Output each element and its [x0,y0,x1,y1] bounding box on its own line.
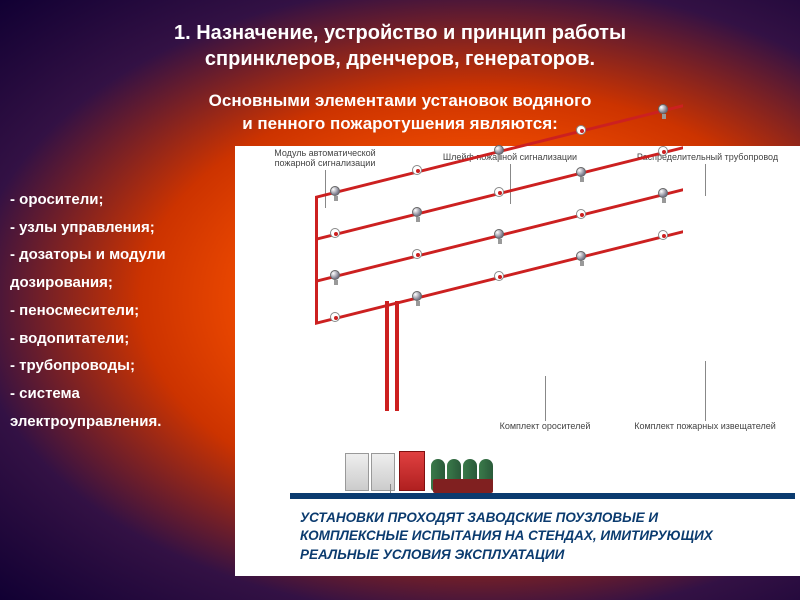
leader-line [545,376,546,421]
list-item: - узлы управления; [10,214,220,242]
sprinkler-icon [412,291,422,301]
list-item: - система [10,380,220,408]
riser-pipe [395,301,399,411]
list-item: - пеносмесители; [10,297,220,325]
diagram-label-detectors: Комплект пожарных извещателей [625,421,785,431]
list-item: электроуправления. [10,408,220,436]
detector-icon [412,165,422,175]
list-item: - водопитатели; [10,325,220,353]
bottom-caption: УСТАНОВКИ ПРОХОДЯТ ЗАВОДСКИЕ ПОУЗЛОВЫЕ И… [290,493,795,574]
detector-icon [658,230,668,240]
sprinkler-icon [330,270,340,280]
sprinkler-icon [412,207,422,217]
detector-icon [494,187,504,197]
detector-icon [576,125,586,135]
detector-icon [576,209,586,219]
slide-subtitle: Основными элементами установок водяного … [0,82,800,146]
sprinkler-icon [576,251,586,261]
sprinkler-icon [658,188,668,198]
diagram-label-sprinklers: Комплект оросителей [485,421,605,431]
sprinkler-icon [576,167,586,177]
detector-icon [494,271,504,281]
slide: 1. Назначение, устройство и принцип рабо… [0,0,800,600]
diagram-label-module: Модуль автоматической пожарной сигнализа… [265,148,385,168]
sprinkler-icon [330,186,340,196]
pump-room [345,401,515,491]
red-cabinet-icon [399,451,425,491]
elements-list: - оросители; - узлы управления; - дозато… [10,186,220,436]
detector-icon [412,249,422,259]
content-area: - оросители; - узлы управления; - дозато… [0,146,800,596]
pipe-manifold [315,196,318,322]
sprinkler-icon [494,145,504,155]
list-item: дозирования; [10,269,220,297]
subtitle-line1: Основными элементами установок водяного [209,91,592,110]
slide-title: 1. Назначение, устройство и принцип рабо… [0,0,800,82]
caption-line: КОМПЛЕКСНЫЕ ИСПЫТАНИЯ НА СТЕНДАХ, ИМИТИР… [300,528,713,543]
list-item: - трубопроводы; [10,352,220,380]
sprinkler-icon [494,229,504,239]
list-item: - дозаторы и модули [10,241,220,269]
list-item: - оросители; [10,186,220,214]
pump-base-icon [433,479,493,493]
detector-icon [330,228,340,238]
detector-icon [330,312,340,322]
diagram-inner: Модуль автоматической пожарной сигнализа… [235,146,800,576]
cabinet-icon [371,453,395,491]
title-line1: 1. Назначение, устройство и принцип рабо… [174,22,626,44]
subtitle-line2: и пенного пожаротушения являются: [242,114,558,133]
caption-line: УСТАНОВКИ ПРОХОДЯТ ЗАВОДСКИЕ ПОУЗЛОВЫЕ И [300,510,658,525]
cabinet-icon [345,453,369,491]
title-line2: спринклеров, дренчеров, генераторов. [205,48,595,70]
riser-pipe [385,301,389,411]
caption-line: РЕАЛЬНЫЕ УСЛОВИЯ ЭКСПЛУАТАЦИИ [300,547,564,562]
leader-line [705,361,706,421]
diagram-panel: Модуль автоматической пожарной сигнализа… [235,146,800,576]
